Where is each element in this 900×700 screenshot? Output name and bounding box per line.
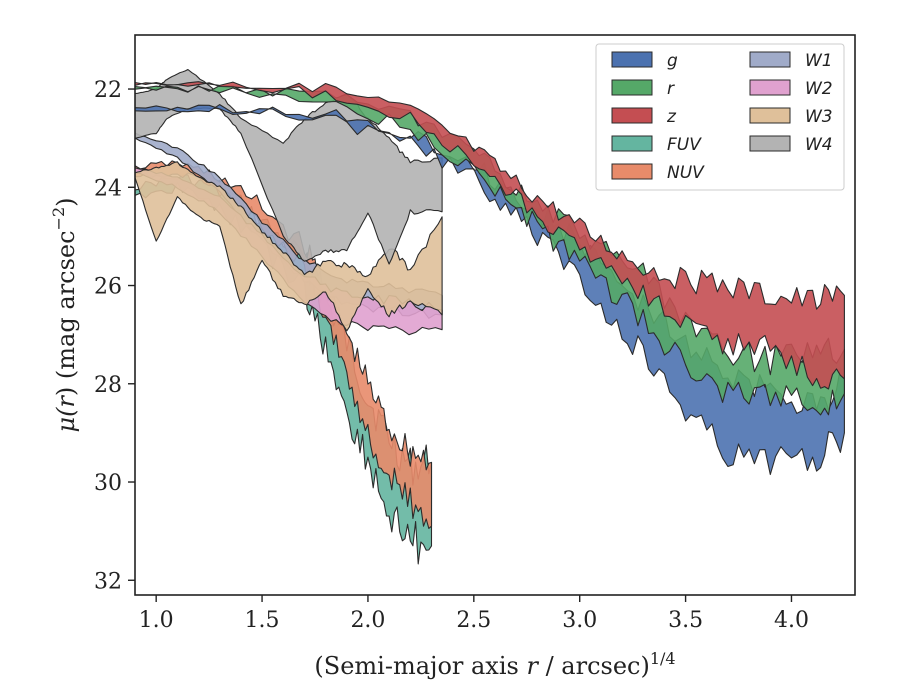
- y-tick-label: 24: [94, 176, 122, 201]
- legend-swatch-w2: [749, 79, 791, 96]
- legend-label-w4: W4: [805, 135, 833, 155]
- legend-swatch-nuv: [611, 163, 653, 180]
- y-tick-label: 28: [94, 373, 122, 398]
- legend-label-r: r: [667, 79, 675, 99]
- legend-label-w2: W2: [805, 79, 833, 99]
- legend-label-z: z: [666, 107, 677, 127]
- legend-swatch-w4: [749, 135, 791, 152]
- legend-label-w3: W3: [805, 107, 833, 127]
- legend-swatch-fuv: [611, 135, 653, 152]
- y-tick-label: 30: [94, 471, 122, 496]
- x-tick-label: 3.5: [668, 608, 703, 633]
- x-axis-ticks: 1.0 1.5 2.0 2.5 3.0 3.5 4.0: [139, 595, 809, 633]
- legend-swatch-w3: [749, 107, 791, 124]
- legend-swatch-w1: [749, 51, 791, 68]
- legend-label-w1: W1: [805, 51, 833, 71]
- legend-swatch-z: [611, 107, 653, 124]
- y-axis-label: μ(r) (mag arcsec−2): [49, 197, 80, 432]
- x-tick-label: 1.5: [245, 608, 280, 633]
- legend-swatch-r: [611, 79, 653, 96]
- band-z: [135, 81, 845, 390]
- band-w3: [135, 161, 443, 332]
- legend: grz FUV NUV W1 W2 W3 W4: [595, 43, 845, 191]
- x-axis-label: (Semi-major axis r / arcsec)1/4: [314, 649, 675, 680]
- y-tick-label: 32: [94, 569, 122, 594]
- series-bands: [135, 68, 845, 565]
- legend-label-fuv: FUV: [667, 135, 702, 155]
- y-axis-ticks: 22 24 26 28 30 32: [94, 78, 135, 594]
- legend-label-nuv: NUV: [667, 163, 705, 183]
- legend-swatch-g: [611, 51, 653, 68]
- legend-label-g: g: [667, 51, 678, 71]
- x-tick-label: 3.0: [562, 608, 597, 633]
- y-tick-label: 22: [94, 78, 122, 103]
- x-tick-label: 2.5: [456, 608, 491, 633]
- plot-frame: [134, 34, 856, 596]
- x-tick-label: 2.0: [350, 608, 385, 633]
- y-tick-label: 26: [94, 275, 122, 300]
- x-tick-label: 4.0: [774, 608, 809, 633]
- x-tick-label: 1.0: [139, 608, 174, 633]
